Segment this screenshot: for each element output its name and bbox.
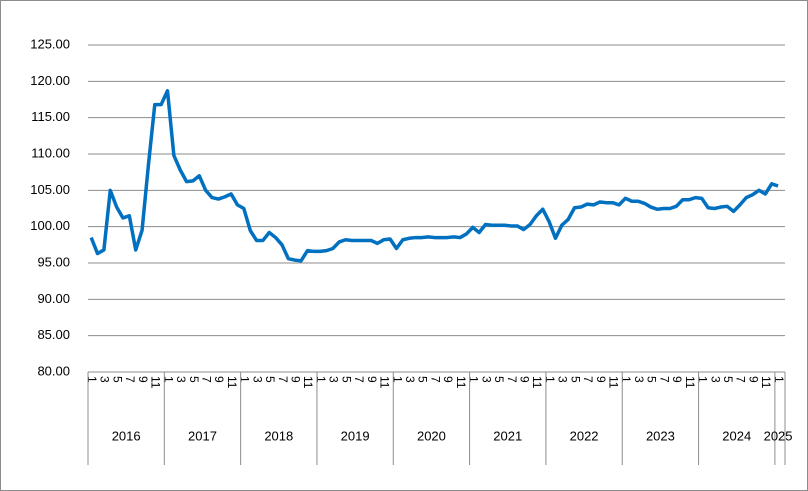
year-label: 2023 [646,428,675,443]
x-tick-label: 3 [403,376,417,383]
year-label: 2024 [722,428,751,443]
x-tick-label: 7 [657,376,671,383]
x-tick-label: 5 [416,376,430,383]
x-tick-label: 9 [594,376,608,383]
year-label: 2019 [341,428,370,443]
x-tick-label: 3 [632,376,646,383]
x-tick-label: 7 [428,376,442,383]
x-tick-label: 3 [708,376,722,383]
x-tick-label: 11 [378,376,392,389]
year-label: 2021 [493,428,522,443]
x-tick-label: 11 [301,376,315,389]
y-tick-label: 110.00 [31,145,70,160]
x-tick-label: 3 [174,376,188,383]
x-tick-label: 9 [365,376,379,383]
y-tick-label: 85.00 [37,327,70,342]
x-tick-label: 9 [670,376,684,383]
y-tick-label: 115.00 [31,109,70,124]
x-tick-label: 9 [746,376,760,383]
x-tick-label: 1 [467,376,481,383]
y-tick-label: 125.00 [30,36,70,51]
x-tick-label: 11 [530,376,544,389]
y-tick-label: 100.00 [30,218,70,233]
x-tick-label: 1 [238,376,252,383]
x-tick-label: 1 [85,376,99,383]
y-tick-label: 90.00 [37,291,70,306]
year-label: 2016 [112,428,141,443]
x-tick-label: 5 [645,376,659,383]
x-tick-label: 7 [199,376,213,383]
x-tick-label: 1 [619,376,633,383]
y-tick-label: 105.00 [30,182,70,197]
x-tick-label: 5 [110,376,124,383]
x-tick-label: 5 [721,376,735,383]
x-tick-label: 1 [543,376,557,383]
x-tick-label: 5 [339,376,353,383]
x-tick-label: 5 [568,376,582,383]
x-tick-label: 1 [390,376,404,383]
y-tick-label: 120.00 [30,73,70,88]
year-label: 2020 [417,428,446,443]
x-tick-label: 7 [352,376,366,383]
y-tick-label: 95.00 [37,254,70,269]
x-tick-label: 1 [696,376,710,383]
x-tick-label: 9 [212,376,226,383]
x-tick-label: 11 [683,376,697,389]
year-label: 2025 [764,428,793,443]
x-tick-label: 3 [327,376,341,383]
year-label: 2022 [570,428,599,443]
x-tick-label: 3 [98,376,112,383]
x-tick-label: 5 [263,376,277,383]
x-tick-label: 11 [607,376,621,389]
x-tick-label: 11 [149,376,163,389]
y-tick-label: 80.00 [37,363,70,378]
x-tick-label: 1 [161,376,175,383]
x-tick-label: 3 [556,376,570,383]
x-tick-label: 1 [772,376,786,383]
x-tick-label: 7 [276,376,290,383]
x-tick-label: 7 [581,376,595,383]
x-tick-label: 5 [187,376,201,383]
data-line [89,89,779,263]
x-tick-label: 7 [734,376,748,383]
x-tick-label: 1 [314,376,328,383]
x-tick-label: 9 [517,376,531,383]
x-tick-label: 5 [492,376,506,383]
x-tick-label: 9 [136,376,150,383]
year-label: 2018 [264,428,293,443]
year-label: 2017 [188,428,217,443]
x-tick-label: 9 [441,376,455,383]
x-tick-label: 3 [479,376,493,383]
x-tick-label: 7 [505,376,519,383]
x-tick-label: 9 [289,376,303,383]
x-tick-label: 7 [123,376,137,383]
x-tick-label: 11 [225,376,239,389]
x-tick-label: 11 [759,376,773,389]
x-tick-label: 3 [250,376,264,383]
x-tick-label: 11 [454,376,468,389]
